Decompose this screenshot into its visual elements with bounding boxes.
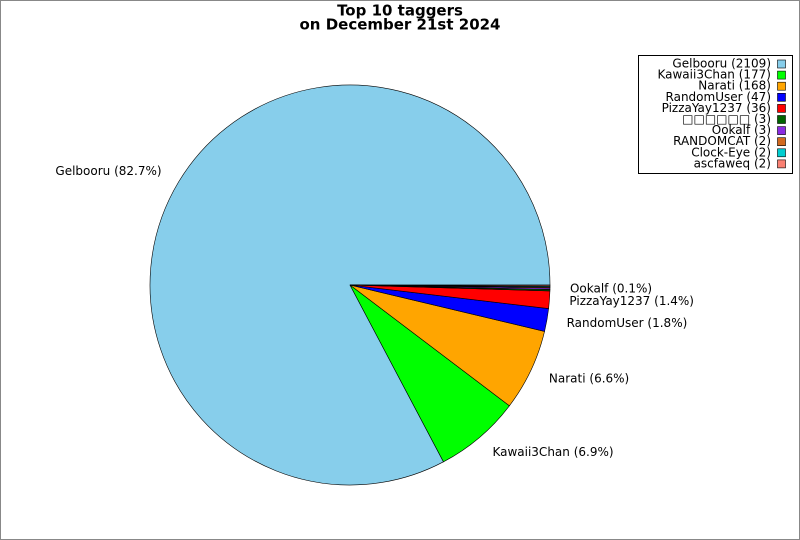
legend-swatch xyxy=(777,137,786,146)
pie-slice xyxy=(349,284,551,287)
legend-label: ascfaweq (2) xyxy=(694,156,771,170)
legend-label: RANDOMCAT (2) xyxy=(673,134,771,148)
slice-label: RandomUser (1.8%) xyxy=(567,316,688,330)
legend-swatch xyxy=(777,59,786,69)
slice-label: Narati (6.6%) xyxy=(549,371,629,385)
legend-label: Clock-Eye (2) xyxy=(691,145,771,159)
slice-label: Gelbooru (82.7%) xyxy=(55,164,161,178)
legend-swatch xyxy=(777,115,786,124)
legend-swatch xyxy=(777,104,786,113)
legend-label: RandomUser (47) xyxy=(666,90,771,104)
legend-label: Ookalf (3) xyxy=(712,123,771,137)
chart-title: Top 10 taggers xyxy=(337,2,463,20)
chart-subtitle: on December 21st 2024 xyxy=(300,16,501,34)
slice-label: Ookalf (0.1%) xyxy=(570,282,652,296)
legend-swatch xyxy=(777,148,786,158)
slice-label: Kawaii3Chan (6.9%) xyxy=(492,445,613,459)
legend-label: Narati (168) xyxy=(698,79,771,93)
legend-swatch xyxy=(777,159,786,169)
legend-box xyxy=(638,55,793,174)
legend-label: Kawaii3Chan (177) xyxy=(657,68,771,82)
legend-swatch xyxy=(777,70,786,80)
legend-swatch xyxy=(777,81,786,91)
legend-label: Gelbooru (2109) xyxy=(672,57,771,71)
legend-swatch xyxy=(777,126,786,135)
slice-label: PizzaYay1237 (1.4%) xyxy=(569,294,694,308)
legend-swatch xyxy=(777,93,786,102)
legend-label: □□□□□□ (3) xyxy=(682,112,771,126)
legend-label: PizzaYay1237 (36) xyxy=(662,101,771,115)
